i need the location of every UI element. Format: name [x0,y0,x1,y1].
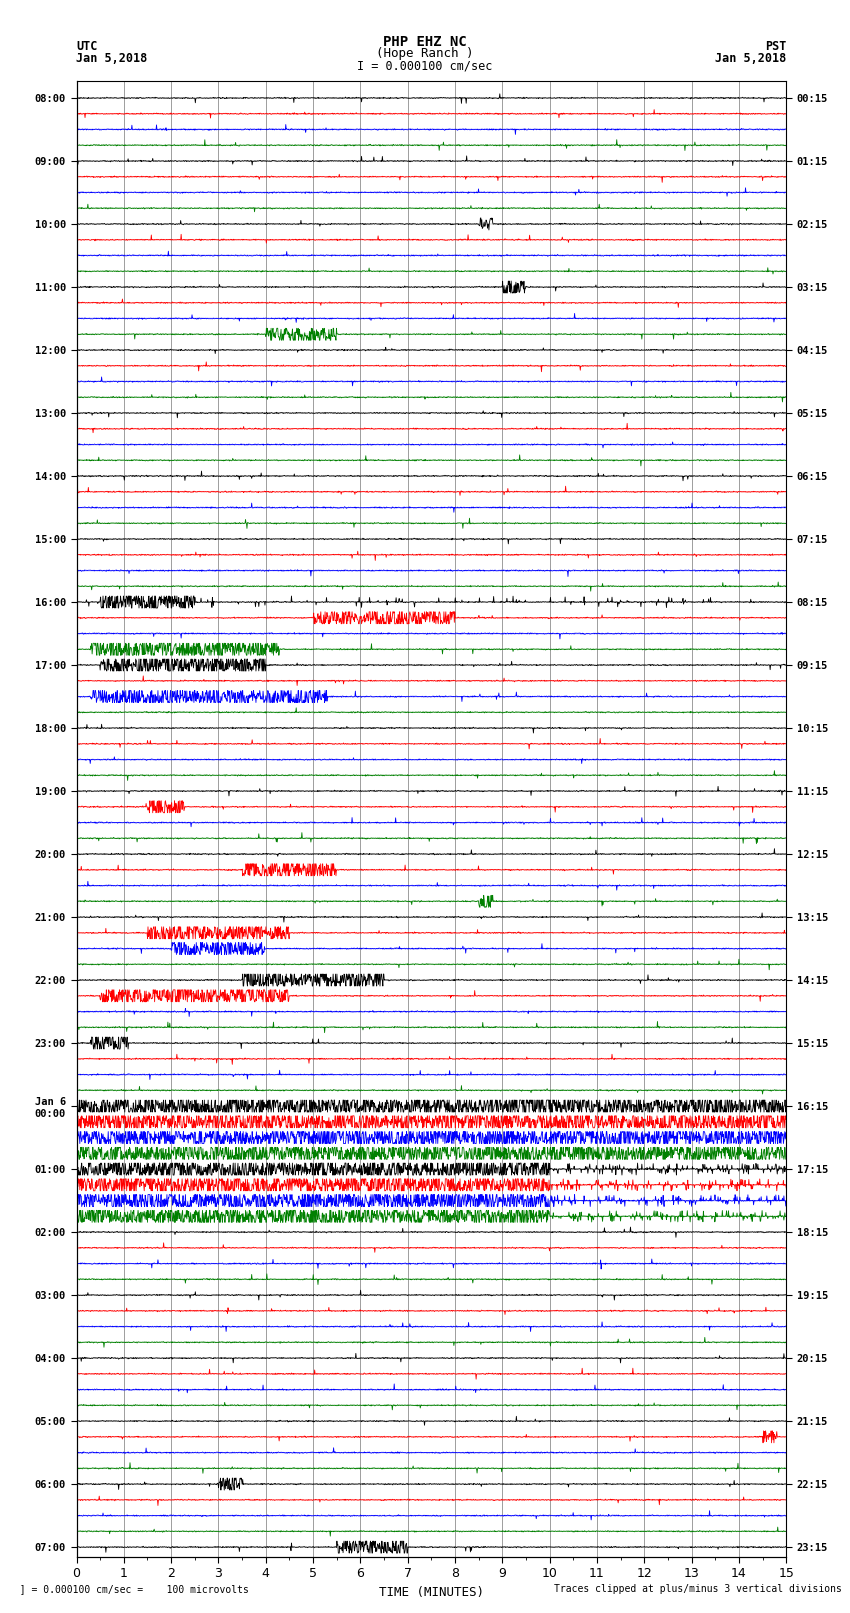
Text: Traces clipped at plus/minus 3 vertical divisions: Traces clipped at plus/minus 3 vertical … [553,1584,842,1594]
X-axis label: TIME (MINUTES): TIME (MINUTES) [379,1586,484,1598]
Text: ] = 0.000100 cm/sec =    100 microvolts: ] = 0.000100 cm/sec = 100 microvolts [8,1584,249,1594]
Text: PHP EHZ NC: PHP EHZ NC [383,35,467,50]
Text: PST: PST [765,40,786,53]
Text: Jan 5,2018: Jan 5,2018 [715,52,786,65]
Text: I = 0.000100 cm/sec: I = 0.000100 cm/sec [357,60,493,73]
Text: UTC: UTC [76,40,98,53]
Text: Jan 5,2018: Jan 5,2018 [76,52,148,65]
Text: (Hope Ranch ): (Hope Ranch ) [377,47,473,60]
